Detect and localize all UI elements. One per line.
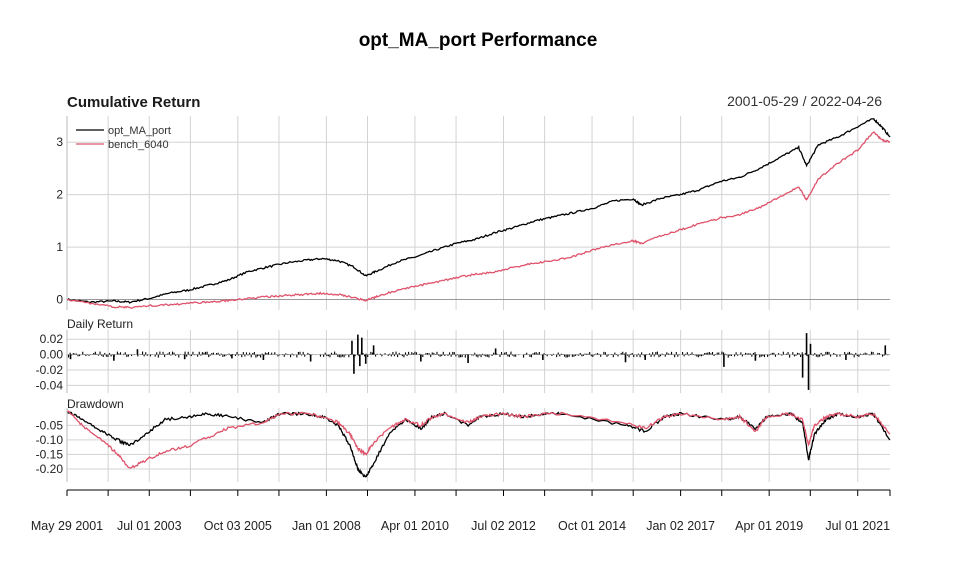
- y-tick-label: -0.20: [36, 462, 64, 476]
- x-tick-label: Oct 03 2005: [204, 519, 272, 533]
- chart-title: opt_MA_port Performance: [359, 30, 598, 51]
- series-layer: [66, 118, 891, 478]
- x-tick-label: May 29 2001: [31, 519, 103, 533]
- y-tick-label: 3: [56, 135, 63, 149]
- legend: opt_MA_port bench_6040: [76, 125, 171, 151]
- legend-label-bench-6040: bench_6040: [108, 139, 169, 151]
- grid-layer: [66, 116, 890, 482]
- y-tick-label: 0.00: [40, 348, 64, 362]
- series-line-opt-ma-port: [66, 118, 891, 304]
- x-tick-label: Jul 02 2012: [471, 519, 536, 533]
- series-line-bench-6040: [66, 131, 891, 309]
- y-tick-label: 0.02: [40, 332, 64, 346]
- y-tick-label: -0.05: [36, 418, 64, 432]
- x-tick-label: Apr 01 2019: [735, 519, 803, 533]
- date-range: 2001-05-29 / 2022-04-26: [727, 93, 882, 109]
- y-tick-label: -0.15: [36, 447, 64, 461]
- axis-layer: 0 1 2 3 0.02 0.00-0.02-0.04 -0.05-0.10-0.15-0.…: [31, 116, 891, 533]
- legend-label-opt-ma-port: opt_MA_port: [108, 125, 171, 137]
- x-tick-label: Jul 01 2003: [117, 519, 182, 533]
- x-tick-label: Oct 01 2014: [558, 519, 626, 533]
- y-tick-label: -0.02: [36, 363, 64, 377]
- series-line-bench-6040: [66, 410, 891, 469]
- x-tick-label: Jan 02 2017: [646, 519, 715, 533]
- y-tick-label: -0.10: [36, 433, 64, 447]
- daily-return-title: Daily Return: [67, 317, 133, 331]
- x-tick-label: Apr 01 2010: [381, 519, 449, 533]
- y-tick-label: 2: [56, 188, 63, 202]
- x-tick-label: Jan 01 2008: [292, 519, 361, 533]
- y-tick-label: 0: [56, 293, 63, 307]
- cumulative-return-title: Cumulative Return: [67, 94, 200, 111]
- y-tick-label: -0.04: [36, 378, 64, 392]
- drawdown-title: Drawdown: [67, 397, 124, 411]
- x-tick-label: Jul 01 2021: [825, 519, 890, 533]
- y-tick-label: 1: [56, 240, 63, 254]
